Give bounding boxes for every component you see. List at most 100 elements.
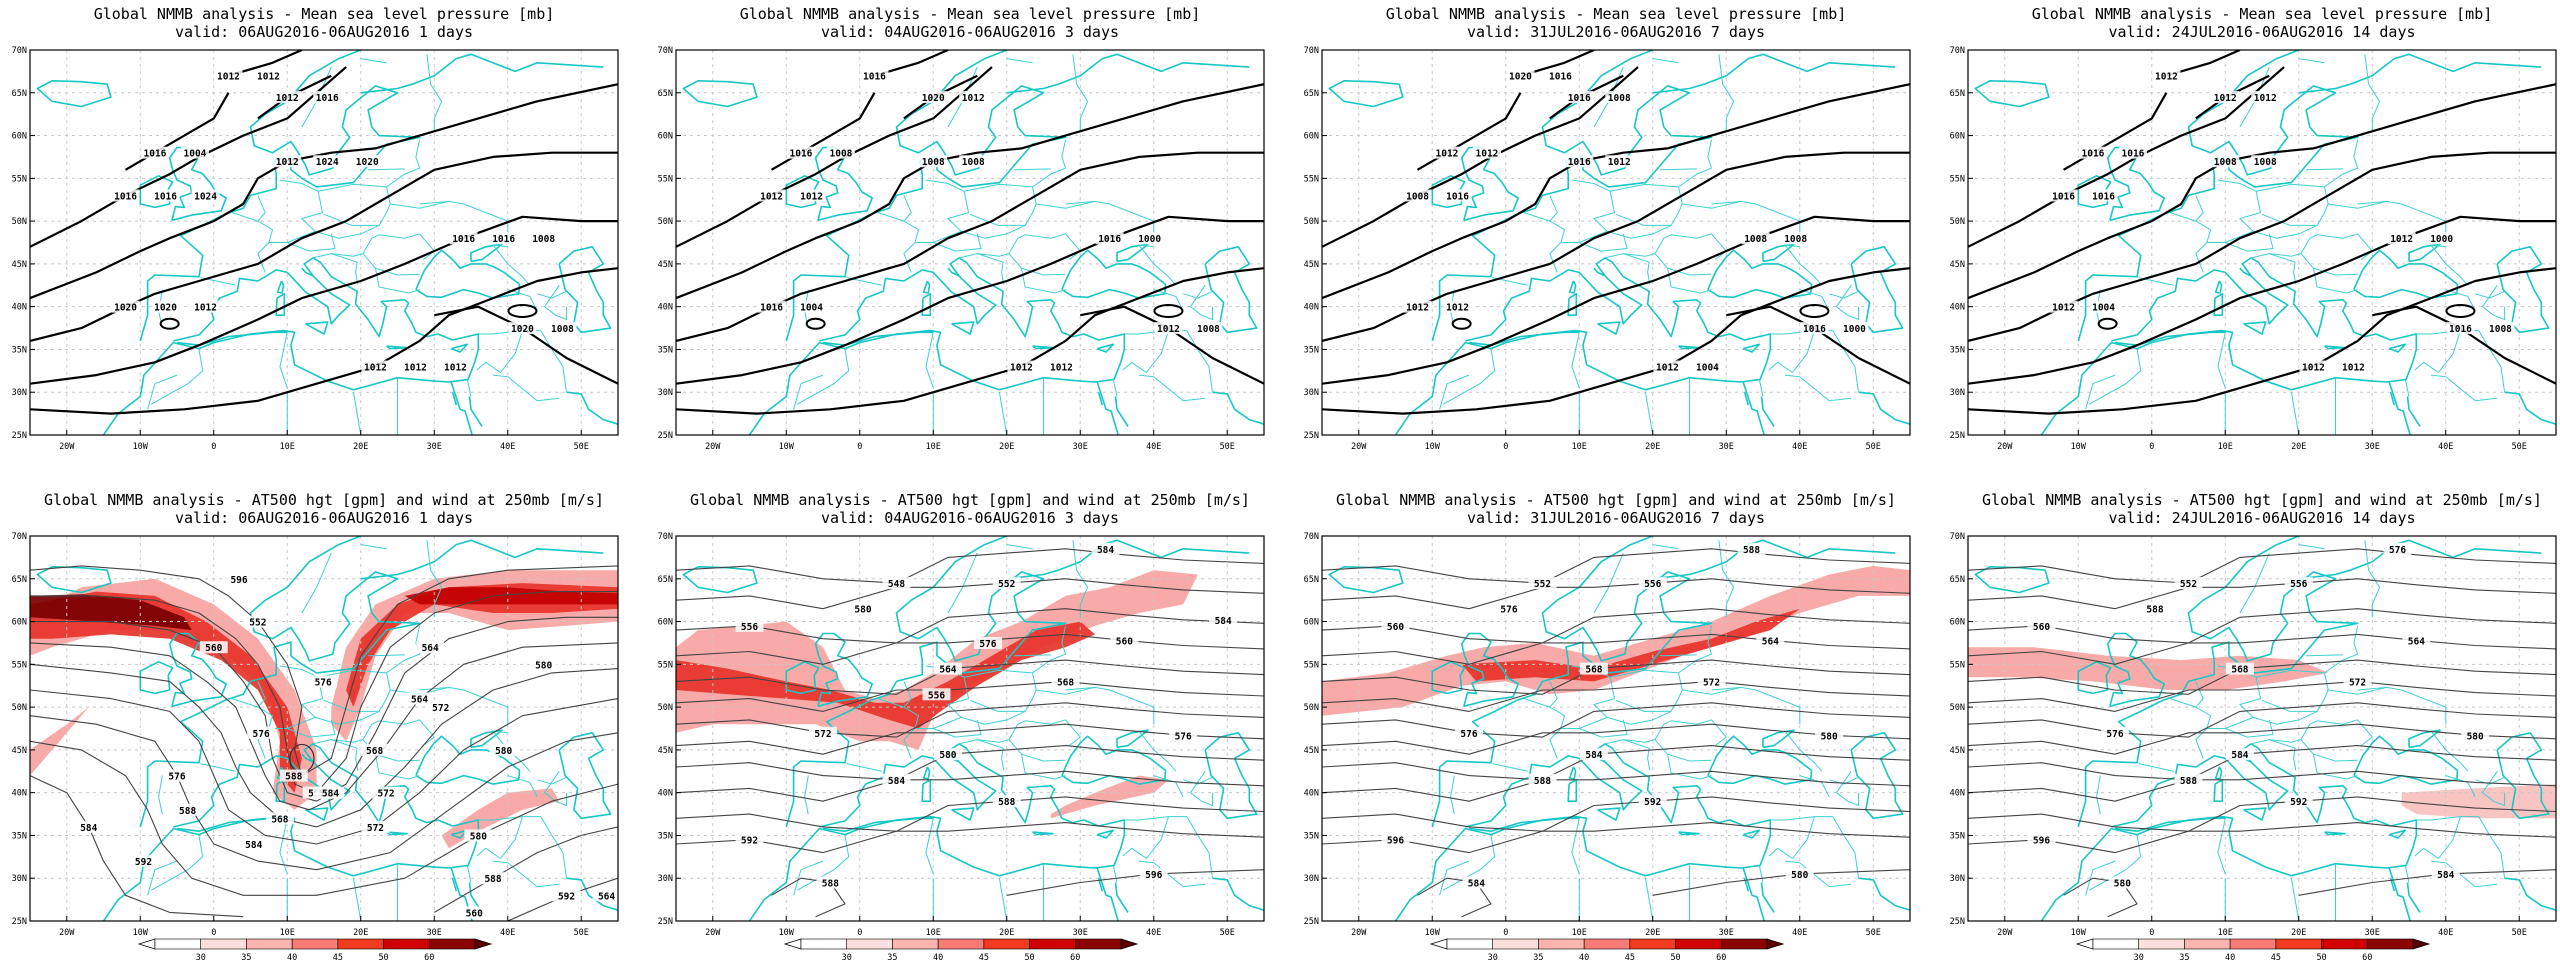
contour-label: 1008	[962, 157, 985, 168]
map-panel-1: Global NMMB analysis - Mean sea level pr…	[12, 5, 619, 452]
coastline	[2324, 831, 2346, 836]
country-border	[1450, 775, 1455, 815]
geopotential-contour	[1968, 548, 2556, 584]
longitude-tick-label: 20E	[1645, 442, 1660, 452]
contour-label: 1016	[2092, 191, 2115, 202]
geopotential-contour	[1322, 680, 1910, 712]
contour-label: 1012	[1608, 157, 1631, 168]
country-border	[493, 374, 538, 402]
wind-speed-shading	[676, 570, 1198, 750]
country-border	[1604, 234, 1672, 259]
country-border	[386, 139, 421, 188]
longitude-tick-label: 0	[857, 928, 862, 938]
panel-valid-period: valid: 06AUG2016-06AUG2016 1 days	[175, 23, 473, 41]
country-border	[1183, 776, 1213, 785]
country-border	[1682, 200, 1801, 239]
colorbar-label: 50	[2316, 953, 2326, 960]
country-border	[1593, 552, 1624, 614]
contour-label: 572	[1703, 677, 1720, 688]
colorbar-swatch	[428, 938, 476, 950]
longitude-tick-label: 10W	[1425, 442, 1441, 452]
country-border	[1124, 816, 1187, 821]
geopotential-contour	[1968, 723, 2556, 755]
colorbar-label: 35	[2179, 953, 2189, 960]
isobar	[874, 50, 949, 77]
longitude-tick-label: 10W	[133, 928, 149, 938]
colorbar-label: 60	[424, 953, 434, 960]
country-border	[331, 253, 359, 285]
contour-label: 572	[2349, 677, 2366, 688]
contour-label: 1016	[1446, 191, 1469, 202]
country-border	[231, 698, 274, 759]
contour-label: 1012	[1050, 363, 1073, 374]
longitude-tick-label: 30E	[1073, 928, 1088, 938]
isobar	[1322, 215, 1910, 385]
colorbar-label: 50	[1670, 953, 1680, 960]
country-border	[1682, 686, 1801, 725]
longitude-tick-label: 10E	[926, 442, 941, 452]
panel-title: Global NMMB analysis - Mean sea level pr…	[1386, 5, 1847, 23]
country-border	[2290, 878, 2300, 921]
isobar	[30, 83, 618, 300]
contour-label: 1016	[1568, 157, 1591, 168]
map-frame	[29, 535, 619, 922]
contour-label: 1008	[1406, 191, 1429, 202]
contour-label: 1016	[1568, 93, 1591, 104]
country-border	[279, 818, 288, 875]
panel-valid-period: valid: 31JUL2016-06AUG2016 7 days	[1467, 509, 1765, 527]
coastline	[2214, 280, 2223, 294]
coastline	[2504, 391, 2556, 425]
latitude-tick-label: 60N	[12, 618, 27, 628]
coastline	[2298, 53, 2542, 94]
longitude-tick-label: 50E	[1866, 442, 1881, 452]
colorbar-label: 40	[287, 953, 297, 960]
country-border	[977, 739, 1005, 771]
latitude-tick-label: 25N	[658, 917, 673, 927]
contour-label: 1012	[1476, 149, 1499, 160]
country-border	[491, 244, 531, 286]
country-border	[1711, 686, 1742, 691]
coastline	[2243, 807, 2267, 821]
contour-label: 592	[741, 836, 758, 847]
coastline	[415, 249, 521, 299]
panel-valid-period: valid: 24JUL2016-06AUG2016 14 days	[2108, 509, 2415, 527]
contour-label: 580	[495, 746, 512, 757]
contour-label: 1012	[1157, 324, 1180, 335]
contour-label: 1008	[1197, 324, 1220, 335]
country-border	[1799, 775, 1830, 798]
country-border	[933, 233, 982, 252]
longitude-tick-label: 40E	[500, 442, 515, 452]
contour-label: 588	[2180, 776, 2197, 787]
latitude-tick-label: 65N	[1950, 89, 1965, 99]
coastline	[1743, 391, 1750, 406]
country-border	[1604, 720, 1672, 745]
country-border	[301, 552, 332, 614]
panel-title: Global NMMB analysis - Mean sea level pr…	[2032, 5, 2493, 23]
contour-label: 584	[888, 776, 905, 787]
coastline	[1858, 391, 1910, 425]
country-border	[2317, 719, 2374, 746]
geopotential-contour	[676, 548, 1264, 584]
country-border	[1660, 168, 1697, 171]
country-border	[2313, 267, 2358, 276]
country-border	[1799, 289, 1830, 312]
colorbar-swatch	[154, 938, 202, 950]
country-border	[2195, 681, 2204, 708]
coastline	[276, 280, 285, 294]
geopotential-contour	[1322, 702, 1910, 738]
longitude-tick-label: 0	[2149, 442, 2154, 452]
coastline	[1974, 80, 2050, 108]
latitude-tick-label: 65N	[12, 575, 27, 585]
colorbar-label: 50	[378, 953, 388, 960]
contour-label: 560	[1116, 636, 1133, 647]
country-border	[1014, 168, 1051, 171]
coastline	[1394, 743, 1772, 921]
contour-label: 552	[998, 579, 1015, 590]
country-border	[1065, 686, 1096, 691]
latitude-tick-label: 35N	[1304, 831, 1319, 841]
contour-label: 1008	[2489, 324, 2512, 335]
country-border	[1829, 290, 1859, 299]
coastline	[822, 331, 934, 347]
coastline	[1858, 877, 1910, 911]
